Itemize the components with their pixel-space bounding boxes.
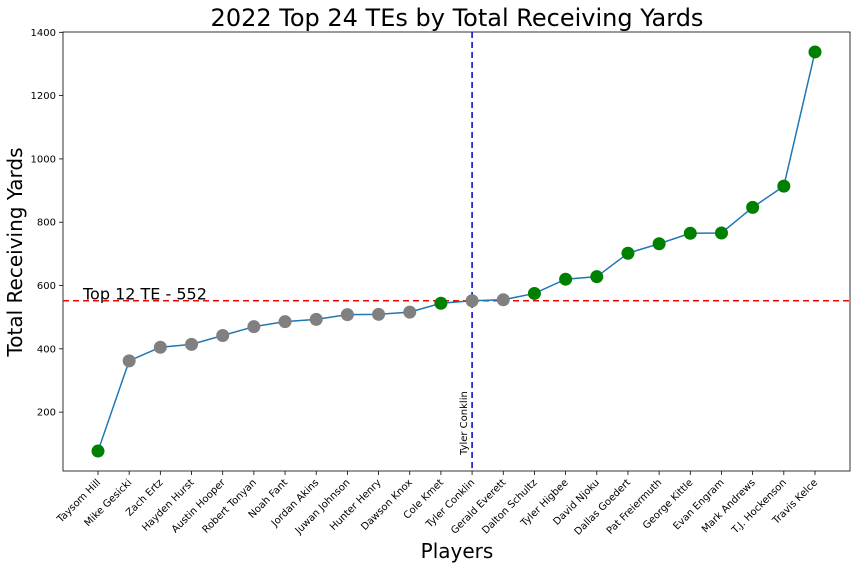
x-tick-label: Dallas Goedert: [573, 477, 633, 537]
chart-title: 2022 Top 24 TEs by Total Receiving Yards: [211, 4, 704, 32]
data-point: [247, 320, 261, 334]
data-point: [91, 444, 105, 458]
y-axis-label: Total Receiving Yards: [3, 147, 27, 357]
y-tick-label: 1400: [31, 28, 56, 39]
data-point: [590, 270, 604, 284]
data-point: [777, 179, 791, 193]
data-point: [278, 315, 292, 329]
x-tick-label: Pat Freiermuth: [605, 477, 664, 536]
y-tick-label: 1000: [31, 154, 56, 165]
x-axis-label: Players: [421, 539, 494, 563]
x-tick-label: Juwan Johnson: [293, 477, 353, 537]
top12-reference-label: Top 12 TE - 552: [82, 285, 207, 304]
x-tick-label: T.J. Hockenson: [729, 477, 788, 536]
data-point: [652, 237, 666, 251]
x-tick-label: Dalton Schultz: [480, 477, 539, 536]
x-tick-label: Austin Hooper: [170, 477, 229, 536]
x-tick-label: Robert Tonyan: [201, 477, 259, 535]
y-tick-label: 1200: [31, 91, 56, 102]
data-point: [714, 226, 728, 240]
x-tick-label: Gerald Everett: [449, 477, 508, 536]
x-tick-label: Mark Andrews: [700, 477, 758, 535]
data-point: [340, 308, 354, 322]
data-point: [403, 305, 417, 319]
data-point: [621, 246, 635, 260]
data-point: [559, 272, 573, 286]
y-tick-label: 600: [37, 281, 56, 292]
conklin-reference-label: Tyler Conklin: [459, 391, 470, 456]
data-point: [434, 296, 448, 310]
data-point: [808, 45, 822, 59]
data-point: [372, 307, 386, 321]
data-point: [216, 329, 230, 343]
y-tick-label: 200: [37, 408, 56, 419]
y-tick-label: 800: [37, 218, 56, 229]
data-point: [153, 340, 167, 354]
series-line: [97, 51, 816, 452]
y-tick-label: 400: [37, 344, 56, 355]
data-point: [496, 293, 510, 307]
data-point: [465, 294, 479, 308]
data-point: [746, 200, 760, 214]
plot-frame: [62, 31, 851, 472]
data-point: [527, 286, 541, 300]
data-point: [122, 354, 136, 368]
data-point: [185, 337, 199, 351]
data-point: [309, 312, 323, 326]
data-point: [683, 226, 697, 240]
